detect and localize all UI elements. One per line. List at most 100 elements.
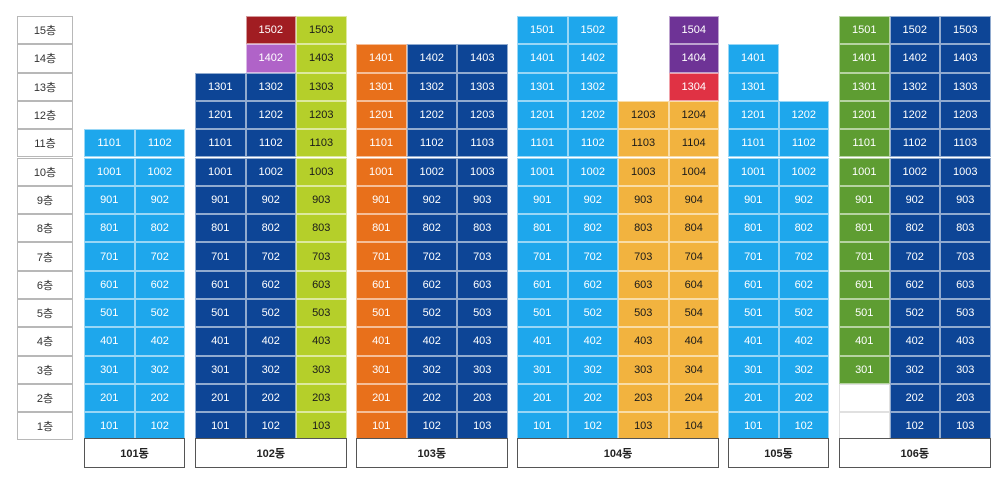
- unit-cell[interactable]: 1102: [778, 129, 829, 158]
- unit-cell[interactable]: 1102: [567, 129, 618, 158]
- unit-cell[interactable]: 701: [517, 242, 568, 271]
- unit-cell[interactable]: 501: [84, 299, 135, 328]
- unit-cell[interactable]: 304: [668, 355, 719, 384]
- unit-cell[interactable]: 1201: [195, 100, 246, 130]
- unit-cell[interactable]: 901: [517, 185, 568, 215]
- unit-cell[interactable]: 102: [245, 412, 296, 441]
- unit-cell[interactable]: 1504: [668, 16, 719, 45]
- unit-cell[interactable]: 604: [668, 270, 719, 299]
- unit-cell[interactable]: 802: [567, 214, 618, 243]
- unit-cell[interactable]: 1302: [567, 72, 618, 101]
- unit-cell[interactable]: 503: [457, 299, 508, 328]
- unit-cell[interactable]: 102: [778, 412, 829, 441]
- unit-cell[interactable]: 202: [406, 383, 457, 413]
- unit-cell[interactable]: 502: [406, 299, 457, 328]
- unit-cell[interactable]: 303: [940, 355, 991, 384]
- unit-cell[interactable]: 1002: [245, 157, 296, 186]
- unit-cell[interactable]: 1003: [618, 157, 669, 186]
- unit-cell[interactable]: 1404: [668, 44, 719, 73]
- unit-cell[interactable]: 1102: [245, 129, 296, 158]
- unit-cell[interactable]: 203: [296, 383, 347, 413]
- unit-cell[interactable]: 801: [84, 214, 135, 243]
- unit-cell[interactable]: 402: [778, 327, 829, 356]
- unit-cell[interactable]: 1201: [728, 100, 779, 130]
- unit-cell[interactable]: 402: [567, 327, 618, 356]
- unit-cell[interactable]: 1401: [517, 44, 568, 73]
- unit-cell[interactable]: 201: [517, 383, 568, 413]
- unit-cell[interactable]: 902: [889, 185, 940, 215]
- unit-cell[interactable]: 501: [517, 299, 568, 328]
- unit-cell[interactable]: 504: [668, 299, 719, 328]
- unit-cell[interactable]: 1201: [517, 100, 568, 130]
- unit-cell[interactable]: 202: [778, 383, 829, 413]
- unit-cell[interactable]: 1002: [406, 157, 457, 186]
- unit-cell[interactable]: 1101: [517, 129, 568, 158]
- unit-cell[interactable]: 1002: [889, 157, 940, 186]
- unit-cell[interactable]: 701: [839, 242, 890, 271]
- unit-cell[interactable]: 1001: [517, 157, 568, 186]
- unit-cell[interactable]: 203: [618, 383, 669, 413]
- unit-cell[interactable]: 1001: [728, 157, 779, 186]
- unit-cell[interactable]: 401: [728, 327, 779, 356]
- unit-cell[interactable]: 1302: [889, 72, 940, 101]
- unit-cell[interactable]: 1002: [778, 157, 829, 186]
- unit-cell[interactable]: 603: [457, 270, 508, 299]
- unit-cell[interactable]: 701: [195, 242, 246, 271]
- unit-cell[interactable]: 801: [839, 214, 890, 243]
- unit-cell[interactable]: 1101: [195, 129, 246, 158]
- unit-cell[interactable]: 1102: [889, 129, 940, 158]
- unit-cell[interactable]: 602: [245, 270, 296, 299]
- unit-cell[interactable]: 602: [567, 270, 618, 299]
- unit-cell[interactable]: 103: [618, 412, 669, 441]
- unit-cell[interactable]: 802: [406, 214, 457, 243]
- unit-cell[interactable]: 101: [517, 412, 568, 441]
- unit-cell[interactable]: 1002: [567, 157, 618, 186]
- unit-cell[interactable]: 1101: [84, 129, 135, 158]
- unit-cell[interactable]: 301: [728, 355, 779, 384]
- unit-cell[interactable]: 803: [940, 214, 991, 243]
- unit-cell[interactable]: 1303: [457, 72, 508, 101]
- unit-cell[interactable]: 1201: [839, 100, 890, 130]
- unit-cell[interactable]: 1001: [84, 157, 135, 186]
- unit-cell[interactable]: 901: [839, 185, 890, 215]
- unit-cell[interactable]: 1203: [457, 100, 508, 130]
- unit-cell[interactable]: 1003: [296, 157, 347, 186]
- unit-cell[interactable]: 1502: [245, 16, 296, 45]
- unit-cell[interactable]: 703: [296, 242, 347, 271]
- unit-cell[interactable]: 101: [728, 412, 779, 441]
- unit-cell[interactable]: 302: [245, 355, 296, 384]
- unit-cell[interactable]: 1103: [296, 129, 347, 158]
- unit-cell[interactable]: 1301: [356, 72, 407, 101]
- unit-cell[interactable]: 1202: [567, 100, 618, 130]
- unit-cell[interactable]: 401: [84, 327, 135, 356]
- unit-cell[interactable]: 603: [618, 270, 669, 299]
- unit-cell[interactable]: 402: [134, 327, 185, 356]
- unit-cell[interactable]: 1202: [406, 100, 457, 130]
- unit-cell[interactable]: 1102: [406, 129, 457, 158]
- unit-cell[interactable]: 402: [406, 327, 457, 356]
- unit-cell[interactable]: 601: [728, 270, 779, 299]
- unit-cell[interactable]: 503: [296, 299, 347, 328]
- unit-cell[interactable]: 502: [778, 299, 829, 328]
- unit-cell[interactable]: 103: [457, 412, 508, 441]
- unit-cell[interactable]: 1204: [668, 100, 719, 130]
- unit-cell[interactable]: 102: [134, 412, 185, 441]
- unit-cell[interactable]: 303: [296, 355, 347, 384]
- unit-cell[interactable]: 102: [406, 412, 457, 441]
- unit-cell[interactable]: 1502: [889, 16, 940, 45]
- unit-cell[interactable]: 303: [618, 355, 669, 384]
- unit-cell[interactable]: 1302: [245, 72, 296, 101]
- unit-cell[interactable]: 803: [618, 214, 669, 243]
- unit-cell[interactable]: 903: [296, 185, 347, 215]
- unit-cell[interactable]: 1302: [406, 72, 457, 101]
- unit-cell[interactable]: 1103: [940, 129, 991, 158]
- unit-cell[interactable]: 1203: [940, 100, 991, 130]
- unit-cell[interactable]: 402: [889, 327, 940, 356]
- unit-cell[interactable]: 1303: [940, 72, 991, 101]
- unit-cell[interactable]: 601: [195, 270, 246, 299]
- unit-cell[interactable]: 1003: [457, 157, 508, 186]
- unit-cell[interactable]: 1202: [245, 100, 296, 130]
- unit-cell[interactable]: 1401: [728, 44, 779, 73]
- unit-cell[interactable]: 1301: [728, 72, 779, 101]
- unit-cell[interactable]: 802: [889, 214, 940, 243]
